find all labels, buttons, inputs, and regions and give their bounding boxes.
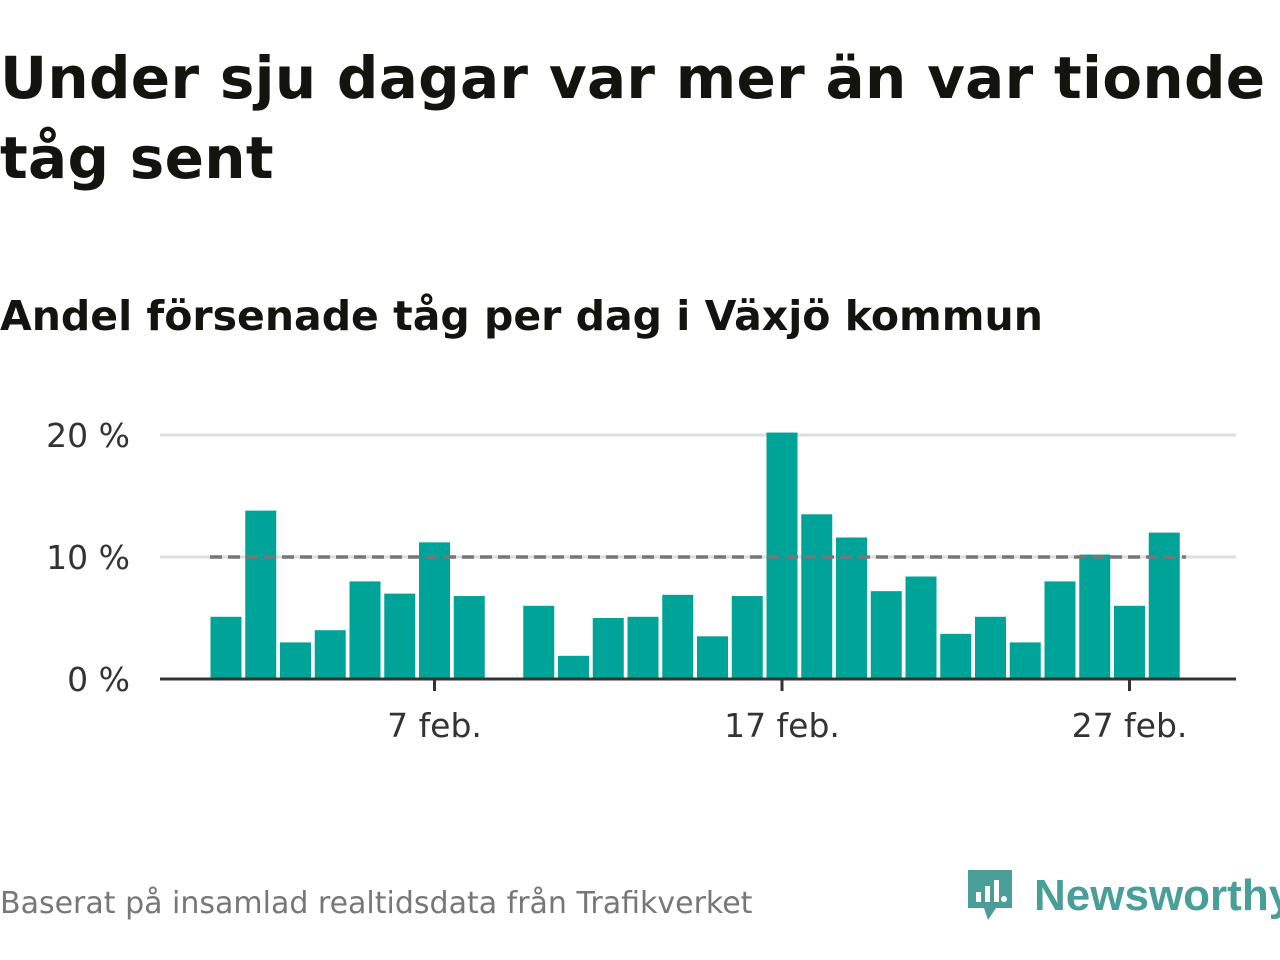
bar bbox=[453, 596, 485, 679]
chart-subtitle: Andel försenade tåg per dag i Växjö komm… bbox=[0, 292, 1043, 340]
x-tick-label: 17 feb. bbox=[724, 706, 840, 745]
source-note: Baserat på insamlad realtidsdata från Tr… bbox=[0, 886, 753, 921]
bar bbox=[280, 642, 311, 679]
bar bbox=[592, 618, 624, 679]
bar bbox=[836, 537, 867, 679]
bars bbox=[210, 432, 1180, 679]
bar-chart: 0 % 10 % 20 % 7 feb. 17 feb. 27 feb. bbox=[46, 416, 1236, 745]
bar bbox=[801, 514, 833, 679]
bar bbox=[349, 581, 381, 679]
bar bbox=[1148, 532, 1180, 679]
bar bbox=[1079, 554, 1111, 679]
bar bbox=[210, 616, 242, 679]
y-tick-label: 10 % bbox=[46, 538, 130, 577]
bar bbox=[940, 633, 972, 679]
bar bbox=[419, 542, 450, 679]
bar bbox=[523, 605, 555, 679]
bar bbox=[731, 596, 763, 679]
bar bbox=[1044, 581, 1076, 679]
y-tick-label: 20 % bbox=[46, 416, 130, 455]
bar bbox=[314, 630, 346, 679]
newsworthy-logo-icon bbox=[968, 870, 1012, 920]
bar bbox=[905, 576, 937, 679]
bar bbox=[662, 594, 694, 679]
brand-logo: Newsworthy bbox=[964, 864, 1280, 928]
bar bbox=[1114, 605, 1145, 679]
bar bbox=[697, 636, 728, 679]
bar bbox=[245, 510, 277, 679]
x-axis bbox=[160, 677, 1236, 691]
brand-name: Newsworthy bbox=[1034, 871, 1280, 920]
gridlines bbox=[160, 433, 1236, 559]
y-tick-label: 0 % bbox=[67, 660, 130, 699]
bar bbox=[975, 616, 1006, 679]
bar bbox=[1009, 642, 1041, 679]
x-tick-label: 27 feb. bbox=[1072, 706, 1188, 745]
x-tick-label: 7 feb. bbox=[387, 706, 482, 745]
bar bbox=[384, 593, 416, 679]
chart-title: Under sju dagar var mer än var tionde tå… bbox=[0, 44, 1266, 192]
tick-labels: 0 % 10 % 20 % 7 feb. 17 feb. 27 feb. bbox=[46, 416, 1187, 745]
bar bbox=[870, 591, 902, 679]
bar bbox=[558, 655, 589, 679]
bar bbox=[627, 616, 659, 679]
